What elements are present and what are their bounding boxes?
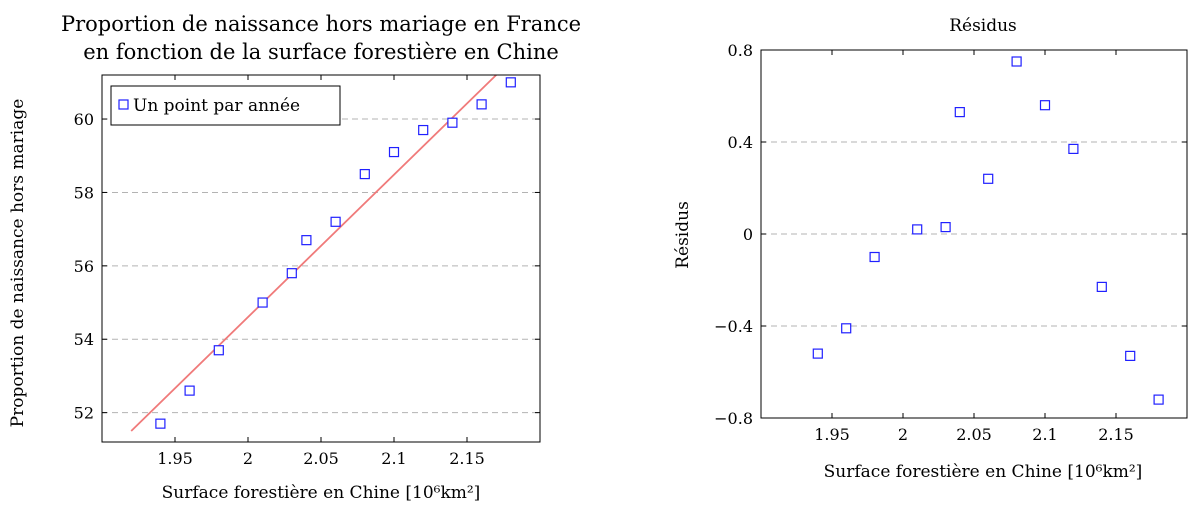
axis-ticks: −0.8 −0.4 0 0.4 0.8 1.95 2 2.05 2.1 2.15 — [714, 41, 1187, 444]
data-point-square — [359, 168, 370, 180]
y-tick-label: 58 — [74, 183, 94, 202]
data-point-square — [418, 124, 429, 136]
chart-title-line-2: en fonction de la surface forestière en … — [83, 40, 559, 64]
data-point-square — [286, 268, 297, 279]
y-tick-label: 0.4 — [728, 133, 753, 152]
x-tick-label: 2 — [243, 449, 253, 468]
x-tick-label: 1.95 — [814, 425, 850, 444]
data-point-square — [447, 117, 458, 128]
data-point-square — [213, 345, 224, 356]
legend-entry-label: Un point par année — [133, 96, 300, 116]
data-point-square — [954, 106, 965, 118]
data-point-square — [1068, 143, 1079, 154]
scatter-chart-residus: Résidus Surface forestière en Chine [10⁶… — [673, 16, 1188, 482]
y-tick-label: 52 — [74, 404, 94, 423]
data-point-square — [388, 146, 400, 158]
data-point-square — [301, 235, 312, 246]
y-tick-label: 56 — [74, 257, 94, 276]
data-point-square — [257, 297, 268, 308]
plot-frame — [101, 74, 541, 443]
data-point-square — [1125, 350, 1136, 361]
data-point-square — [330, 216, 341, 227]
data-point-square — [1011, 56, 1022, 67]
data-point-square — [869, 251, 880, 263]
data-point-square — [476, 99, 487, 110]
chart-title-line-1: Proportion de naissance hors mariage en … — [61, 12, 581, 36]
x-tick-label: 2.15 — [449, 449, 485, 468]
data-point-square — [184, 385, 195, 396]
y-axis-label: Résidus — [673, 201, 693, 269]
legend-box — [110, 85, 341, 126]
data-point-square — [983, 173, 994, 184]
data-point-square — [1153, 394, 1164, 405]
y-tick-label: −0.4 — [714, 317, 753, 336]
x-tick-label: 1.95 — [157, 449, 193, 468]
scatter-chart-naissances: Proportion de naissance hors mariage en … — [8, 12, 581, 503]
data-point-square — [940, 222, 951, 233]
x-tick-label: 2.1 — [1032, 425, 1057, 444]
y-tick-label: 0 — [743, 225, 753, 244]
data-point-square — [912, 224, 923, 235]
grid-lines — [761, 141, 1187, 327]
x-axis-label: Surface forestière en Chine [10⁶km²] — [824, 462, 1143, 482]
x-tick-label: 2.05 — [303, 449, 339, 468]
data-point-square — [155, 418, 166, 429]
data-point-square — [812, 348, 823, 359]
y-tick-label: 0.8 — [728, 41, 753, 60]
x-tick-label: 2 — [898, 425, 908, 444]
x-axis-label: Surface forestière en Chine [10⁶km²] — [162, 483, 481, 503]
y-axis-label: Proportion de naissance hors mariage — [8, 99, 28, 428]
y-tick-label: 54 — [74, 330, 94, 349]
y-tick-label: −0.8 — [714, 409, 753, 428]
legend-marker-square — [118, 99, 129, 110]
chart-title: Résidus — [949, 16, 1017, 36]
legend: Un point par année — [110, 85, 341, 126]
data-point-square — [1096, 281, 1107, 292]
data-points — [812, 56, 1164, 405]
grid-lines — [102, 118, 540, 414]
data-points — [155, 77, 516, 429]
plot-frame — [760, 49, 1188, 419]
x-tick-label: 2.15 — [1098, 425, 1134, 444]
data-point-square — [1039, 100, 1051, 111]
fit-line-segment — [130, 74, 497, 432]
data-point-square — [841, 323, 852, 334]
y-tick-label: 60 — [74, 110, 94, 129]
axis-ticks: 52 54 56 58 60 1.95 2 2.05 2.1 2.15 — [74, 75, 540, 468]
x-tick-label: 2.05 — [956, 425, 992, 444]
regression-line — [130, 74, 497, 432]
data-point-square — [505, 77, 516, 88]
x-tick-label: 2.1 — [381, 449, 406, 468]
